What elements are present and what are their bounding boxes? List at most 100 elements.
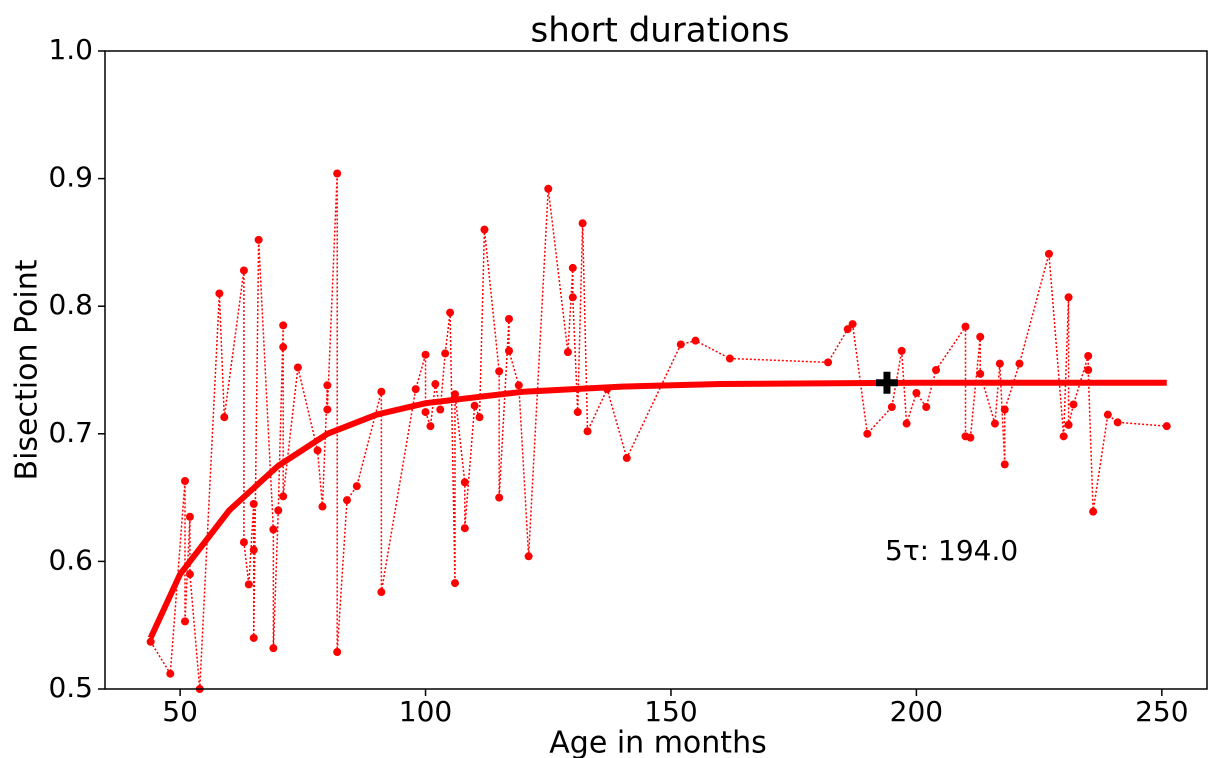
plot-frame: [104, 50, 1208, 690]
data-point: [239, 538, 248, 547]
data-point: [249, 499, 258, 508]
data-point: [573, 408, 582, 417]
data-point: [976, 332, 985, 341]
y-tick-label: 0.6: [48, 543, 93, 576]
data-point: [504, 346, 513, 355]
data-point: [1103, 410, 1112, 419]
data-point: [544, 184, 553, 193]
data-point: [146, 637, 155, 646]
data-point: [318, 502, 327, 511]
data-point: [1113, 418, 1122, 427]
data-point: [691, 336, 700, 345]
data-point: [431, 380, 440, 389]
data-point: [1064, 293, 1073, 302]
data-point: [470, 401, 479, 410]
data-point: [446, 308, 455, 317]
y-axis-label: Bisection Point: [10, 259, 45, 480]
data-point: [185, 570, 194, 579]
data-point: [568, 263, 577, 272]
data-point: [932, 366, 941, 374]
data-point: [902, 419, 911, 428]
data-point: [220, 413, 229, 422]
data-point: [249, 633, 258, 642]
data-point: [460, 478, 469, 487]
data-point: [450, 579, 459, 588]
data-point: [725, 354, 734, 363]
data-point: [441, 349, 450, 358]
data-point: [293, 363, 302, 372]
data-point: [1089, 507, 1098, 516]
data-point: [279, 321, 288, 330]
data-point: [622, 454, 631, 463]
data-point: [279, 343, 288, 352]
x-tick-label: 50: [162, 695, 198, 728]
fit-curve: [147, 379, 1167, 640]
data-point: [254, 235, 263, 244]
data-point: [436, 405, 445, 414]
data-point: [181, 617, 190, 626]
data-point: [377, 387, 386, 396]
data-point: [863, 429, 872, 438]
data-point: [313, 446, 322, 455]
y-tick-label: 0.7: [48, 416, 93, 449]
data-point: [279, 492, 288, 501]
data-point: [215, 289, 224, 298]
data-point: [166, 669, 175, 678]
data-point: [514, 381, 523, 390]
y-tick-label: 0.5: [48, 671, 93, 704]
data-point: [333, 169, 342, 178]
y-tick-label: 0.9: [48, 161, 93, 194]
data-point: [342, 496, 351, 505]
data-point: [912, 388, 921, 397]
data-point: [976, 369, 985, 378]
tau-marker: [875, 371, 898, 394]
data-point: [504, 314, 513, 323]
data-point: [1059, 432, 1068, 441]
data-point: [961, 322, 970, 331]
x-tick-label: 100: [399, 695, 452, 728]
data-point: [922, 403, 931, 412]
y-tick-label: 1.0: [48, 33, 93, 66]
data-point: [249, 545, 258, 554]
x-axis-label: Age in months: [549, 726, 766, 758]
data-point: [421, 350, 430, 359]
data-point: [460, 524, 469, 533]
data-point: [352, 482, 361, 491]
data-point: [897, 346, 906, 355]
data-point: [1084, 351, 1093, 360]
data-point: [1000, 460, 1009, 469]
data-point: [824, 358, 833, 367]
data-point: [411, 385, 420, 394]
data-point: [475, 413, 484, 422]
data-point: [1000, 405, 1009, 414]
x-tick-label: 200: [890, 695, 943, 728]
data-point: [377, 588, 386, 597]
chart-title: short durations: [531, 11, 790, 51]
x-tick-label: 250: [1135, 695, 1188, 728]
data-point: [524, 552, 533, 561]
data-point: [1044, 249, 1053, 258]
data-point: [450, 390, 459, 399]
data-point: [848, 320, 857, 329]
data-point: [843, 325, 852, 334]
data-point: [495, 367, 504, 376]
data-point: [578, 219, 587, 228]
data-point: [568, 293, 577, 302]
data-point: [480, 225, 489, 234]
data-point: [995, 359, 1004, 368]
data-point: [1069, 400, 1078, 409]
data-point: [966, 433, 975, 442]
data-point: [269, 644, 278, 653]
data-point: [887, 403, 896, 412]
data-point: [426, 422, 435, 431]
data-point: [1015, 359, 1024, 368]
data-point: [563, 348, 572, 357]
y-tick-label: 0.8: [48, 288, 93, 321]
data-point: [274, 506, 283, 515]
data-point: [181, 477, 190, 486]
data-point: [990, 419, 999, 428]
data-point: [333, 647, 342, 656]
data-point: [323, 381, 332, 390]
annotation: 5τ: 194.0: [885, 534, 1018, 567]
